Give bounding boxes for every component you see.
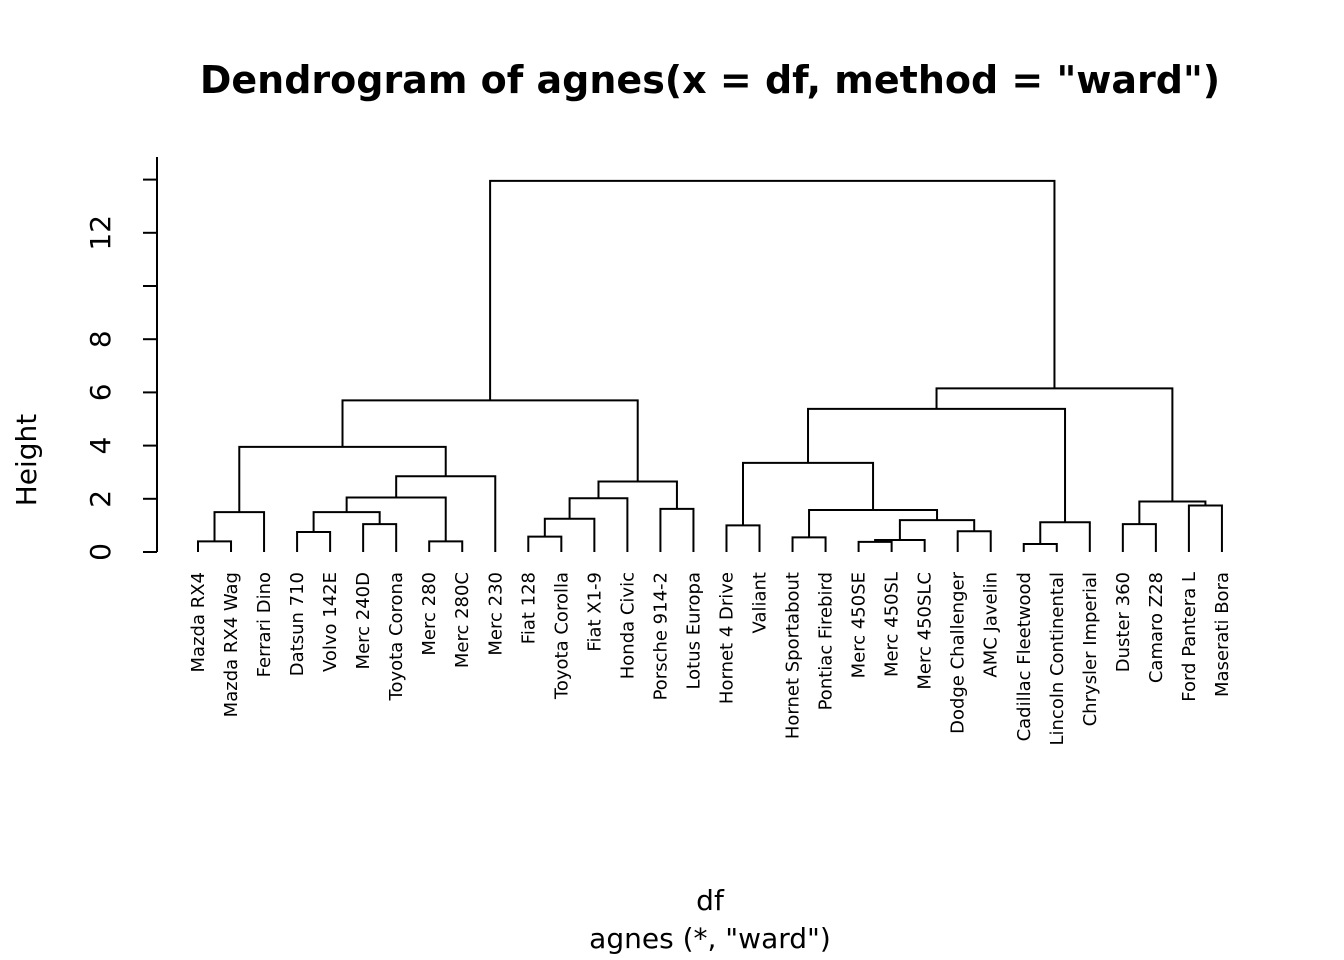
y-tick-label: 6	[84, 383, 117, 401]
y-axis: 0 2 4 6 8 12	[84, 157, 158, 561]
leaf-label: Duster 360	[1113, 572, 1134, 672]
dendrogram-merge	[791, 536, 827, 552]
dendrogram-merge	[725, 524, 761, 552]
dendrogram-merge	[956, 530, 992, 552]
y-tick-label: 4	[84, 437, 117, 455]
dendrogram-merge	[1121, 523, 1157, 552]
leaf-label: Camaro Z28	[1146, 572, 1167, 683]
y-tick-label: 8	[84, 330, 117, 348]
leaf-label: Mazda RX4 Wag	[221, 572, 242, 717]
dendrogram-merge	[527, 535, 563, 552]
leaf-label: Ferrari Dino	[254, 572, 275, 677]
y-axis-label: Height	[10, 414, 43, 507]
leaf-label: Cadillac Fleetwood	[1014, 572, 1035, 741]
leaf-label: AMC Javelin	[981, 572, 1002, 678]
dendrogram-merge	[341, 399, 639, 482]
dendrogram-merge	[197, 540, 233, 552]
dendrogram-merge	[296, 531, 332, 552]
leaf-label: Lincoln Continental	[1047, 572, 1068, 746]
dendrogram-merge	[1039, 521, 1091, 552]
leaf-label: Fiat 128	[518, 572, 539, 644]
dendrogram-merge	[741, 461, 875, 526]
leaf-label: Merc 450SLC	[915, 572, 936, 690]
leaf-label: Porsche 914-2	[650, 572, 671, 700]
leaf-label: Dodge Challenger	[948, 571, 969, 734]
leaf-label: Lotus Europa	[683, 572, 704, 690]
dendrogram-merge	[659, 507, 695, 552]
y-tick-label: 0	[84, 543, 117, 561]
chart-title: Dendrogram of agnes(x = df, method = "wa…	[200, 58, 1220, 102]
dendrogram-merge	[213, 511, 266, 552]
leaf-label: Chrysler Imperial	[1080, 572, 1101, 726]
leaf-label: Merc 280C	[452, 572, 473, 668]
dendrogram-merge	[238, 445, 447, 513]
leaf-label: Merc 230	[485, 572, 506, 656]
leaf-label: Toyota Corolla	[551, 572, 572, 700]
dendrogram-merge	[898, 519, 976, 541]
dendrogram-merge	[362, 523, 398, 552]
dendrogram-merge	[857, 540, 893, 552]
leaf-label: Ford Pantera L	[1179, 572, 1200, 702]
dendrogram-merge	[1022, 543, 1058, 552]
dendrogram-merge	[808, 508, 939, 538]
y-tick-label: 2	[84, 490, 117, 508]
leaf-label: Merc 450SL	[882, 572, 903, 677]
leaf-label: Toyota Corona	[386, 572, 407, 701]
dendrogram-merge	[597, 480, 678, 509]
dendrogram-tree	[197, 179, 1223, 552]
leaf-label: Honda Civic	[617, 572, 638, 679]
leaf-label: Merc 450SE	[849, 572, 870, 678]
leaf-label: Pontiac Firebird	[816, 572, 837, 710]
leaf-label: Merc 240D	[353, 572, 374, 669]
leaf-label: Hornet 4 Drive	[716, 572, 737, 704]
leaf-label: Volvo 142E	[320, 572, 341, 672]
dendrogram-merge	[543, 517, 596, 552]
dendrogram-merge	[428, 540, 464, 552]
dendrogram-merge	[1187, 504, 1223, 552]
leaf-label: Merc 280	[419, 572, 440, 656]
dendrogram-merge	[489, 179, 1056, 401]
x-axis-sublabel: agnes (*, "ward")	[589, 922, 831, 955]
leaf-label: Valiant	[750, 572, 771, 633]
y-tick-label: 12	[84, 215, 117, 251]
dendrogram-merge	[568, 497, 629, 552]
leaf-label: Mazda RX4	[188, 572, 209, 672]
dendrogram-merge	[807, 407, 1067, 523]
dendrogram-merge	[312, 511, 381, 533]
leaf-labels: Mazda RX4 Mazda RX4 Wag Ferrari Dino Datsun…	[188, 571, 1233, 745]
dendrogram-merge	[935, 387, 1174, 502]
leaf-label: Fiat X1-9	[584, 572, 605, 652]
leaf-label: Hornet Sportabout	[783, 572, 804, 739]
leaf-label: Datsun 710	[287, 572, 308, 676]
x-axis-label: df	[696, 884, 725, 917]
leaf-label: Maserati Bora	[1212, 572, 1233, 697]
